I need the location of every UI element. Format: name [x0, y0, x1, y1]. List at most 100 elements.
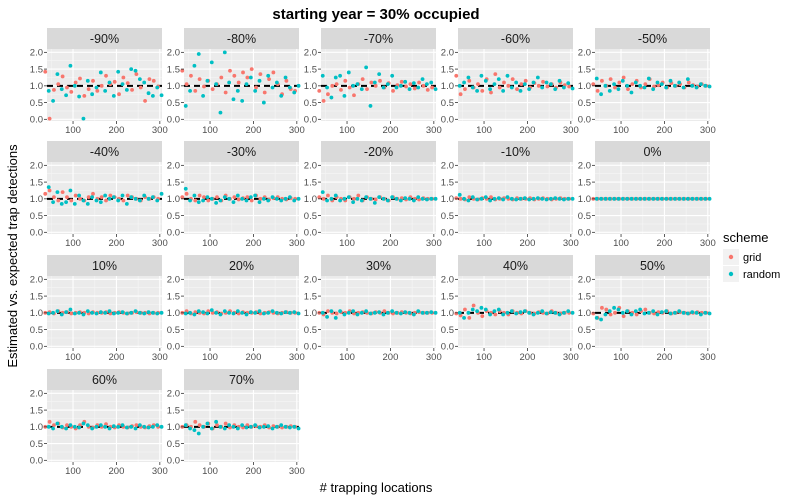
- data-point-random: [527, 87, 532, 92]
- data-point-grid: [408, 82, 413, 87]
- data-point-random: [651, 196, 656, 201]
- data-point-random: [68, 63, 73, 68]
- data-point-random: [377, 72, 382, 77]
- x-tick-label: 200: [520, 125, 536, 136]
- data-point-random: [403, 79, 408, 84]
- data-point-grid: [180, 195, 185, 200]
- data-point-random: [509, 85, 514, 90]
- y-tick-label: 1.0: [578, 81, 591, 92]
- data-point-random: [659, 310, 664, 315]
- data-point-random: [46, 311, 51, 316]
- data-point-grid: [360, 77, 365, 82]
- data-point-grid: [326, 92, 330, 97]
- data-point-grid: [425, 87, 430, 92]
- data-point-random: [420, 77, 425, 82]
- data-point-grid: [104, 73, 108, 78]
- x-tick-label: 300: [563, 238, 579, 249]
- data-point-random: [129, 67, 134, 71]
- data-point-random: [296, 426, 301, 431]
- data-point-random: [668, 78, 673, 83]
- x-tick-label: 300: [152, 352, 168, 363]
- data-point-random: [672, 83, 677, 88]
- data-point-random: [470, 85, 475, 90]
- y-tick-label: 1.0: [578, 308, 591, 319]
- data-point-random: [266, 73, 271, 78]
- data-point-random: [570, 196, 575, 201]
- data-point-grid: [347, 85, 352, 90]
- data-point-random: [111, 311, 116, 316]
- data-point-grid: [613, 85, 617, 90]
- data-point-random: [664, 85, 669, 90]
- data-point-random: [561, 310, 566, 315]
- data-point-random: [325, 85, 329, 90]
- y-tick-label: 0.0: [441, 115, 454, 126]
- panel-strip: [321, 255, 436, 276]
- data-point-random: [320, 190, 325, 195]
- panel-strip-label: -40%: [90, 145, 119, 159]
- data-point-random: [338, 309, 342, 314]
- data-point-grid: [249, 67, 254, 71]
- data-point-random: [570, 86, 575, 91]
- data-point-random: [475, 197, 479, 202]
- data-point-random: [424, 310, 429, 315]
- y-tick-label: 0.0: [30, 115, 43, 126]
- data-point-random: [192, 428, 197, 433]
- data-point-random: [325, 198, 329, 203]
- data-point-random: [183, 423, 188, 428]
- x-tick-label: 300: [289, 125, 305, 136]
- series-random: [46, 421, 164, 431]
- data-point-random: [248, 75, 253, 80]
- data-point-random: [594, 315, 599, 320]
- data-point-random: [672, 196, 677, 201]
- data-point-grid: [510, 77, 515, 82]
- data-point-random: [214, 200, 219, 205]
- series-random: [320, 309, 438, 320]
- data-point-random: [266, 198, 271, 203]
- data-point-grid: [391, 88, 395, 93]
- data-point-random: [646, 310, 651, 315]
- data-point-random: [407, 310, 412, 315]
- data-point-random: [146, 310, 151, 315]
- data-point-grid: [643, 82, 648, 87]
- data-point-grid: [506, 83, 511, 88]
- data-point-random: [227, 196, 232, 201]
- data-point-grid: [334, 311, 339, 316]
- data-point-grid: [604, 307, 609, 312]
- y-tick-label: 2.0: [167, 161, 180, 172]
- data-point-random: [535, 75, 540, 80]
- data-point-grid: [254, 85, 258, 90]
- y-tick-label: 0.0: [167, 456, 180, 467]
- data-point-random: [561, 197, 566, 202]
- y-tick-label: 0.5: [30, 325, 43, 336]
- panel-minus-70pct: -70% 0.0 0.5 1.0 1.5 2.0 100 200 300: [304, 28, 442, 136]
- data-point-grid: [215, 423, 219, 428]
- data-point-random: [107, 309, 112, 314]
- data-point-random: [55, 190, 60, 195]
- data-point-random: [68, 188, 73, 193]
- data-point-random: [329, 196, 334, 201]
- y-tick-label: 0.0: [578, 342, 591, 353]
- legend-title: scheme: [723, 230, 769, 245]
- data-point-grid: [189, 73, 193, 78]
- data-point-random: [120, 423, 125, 428]
- data-point-random: [403, 310, 408, 315]
- data-point-random: [416, 195, 421, 200]
- data-point-random: [129, 424, 134, 429]
- x-tick-label: 100: [202, 125, 218, 136]
- data-point-grid: [493, 72, 498, 77]
- data-point-random: [183, 311, 188, 316]
- data-point-random: [548, 310, 553, 315]
- panel-strip: [458, 28, 573, 49]
- data-point-grid: [480, 314, 485, 319]
- data-point-grid: [621, 75, 626, 80]
- data-point-random: [703, 196, 708, 201]
- panel-strip-label: 10%: [92, 259, 117, 273]
- data-point-random: [205, 195, 210, 200]
- data-point-random: [466, 75, 471, 80]
- data-point-random: [142, 193, 147, 198]
- data-point-random: [55, 72, 60, 77]
- data-point-random: [46, 185, 51, 190]
- data-point-random: [150, 195, 155, 200]
- panel-minus-30pct: -30% 0.0 0.5 1.0 1.5 2.0 100 200 300: [167, 141, 305, 249]
- panel-strip: [321, 141, 436, 162]
